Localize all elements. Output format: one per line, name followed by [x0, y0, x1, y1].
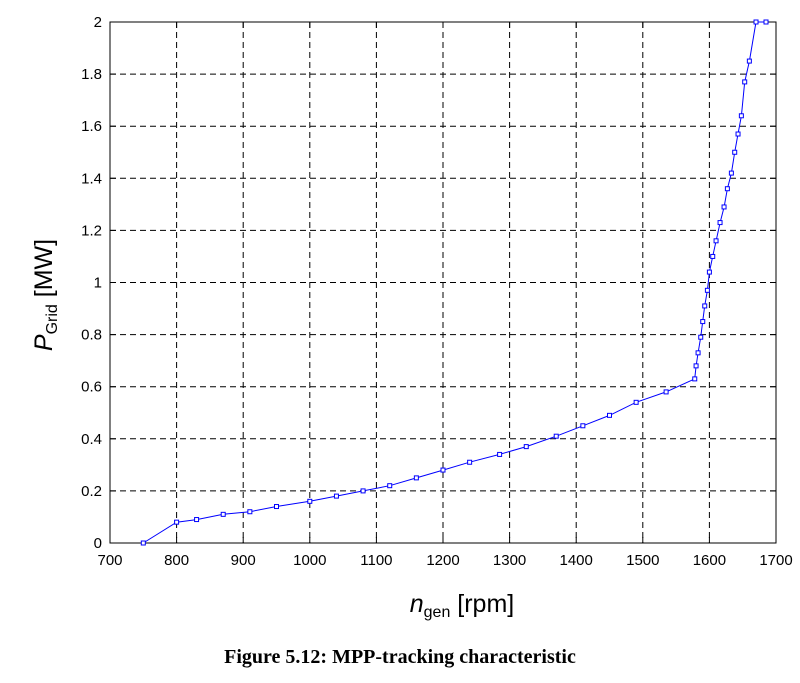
- y-axis-label-sub: Grid: [44, 304, 61, 334]
- x-axis-label-unit: [rpm]: [450, 590, 514, 618]
- x-tick-label: 800: [164, 552, 189, 569]
- data-point-marker: [763, 19, 769, 25]
- axis-ticks: [109, 21, 777, 544]
- data-point-marker: [704, 287, 710, 293]
- y-tick-label: 2: [94, 14, 102, 31]
- y-tick-labels: 0 0.2 0.4 0.6 0.8 1 1.2 1.4 1.6 1.8 2: [81, 14, 102, 552]
- data-point-marker: [700, 319, 706, 325]
- y-tick-label: 0.2: [81, 483, 102, 500]
- x-tick-label: 900: [231, 552, 256, 569]
- data-point-marker: [174, 519, 180, 525]
- data-point-marker: [735, 131, 741, 137]
- data-point-marker: [580, 423, 586, 429]
- y-tick-label: 1.8: [81, 66, 102, 83]
- data-point-marker: [742, 79, 748, 85]
- mpp-tracking-chart: 700 800 900 1000 1100 1200 1300 1400 1500 1600 170…: [30, 14, 793, 621]
- x-tick-label: 1200: [426, 552, 459, 569]
- data-point-marker: [467, 459, 473, 465]
- data-point-marker: [710, 253, 716, 259]
- x-tick-label: 1100: [360, 552, 392, 569]
- data-point-marker: [247, 509, 253, 515]
- data-point-marker: [692, 376, 698, 382]
- data-point-marker: [706, 269, 712, 275]
- data-point-marker: [307, 498, 313, 504]
- x-tick-label: 1400: [560, 552, 593, 569]
- y-axis-label-main: P: [30, 334, 58, 351]
- x-axis-label-main: n: [410, 590, 424, 618]
- data-point-marker: [738, 113, 744, 119]
- data-point-marker: [721, 204, 727, 210]
- data-point-marker: [695, 350, 701, 356]
- data-point-marker: [440, 467, 446, 473]
- x-tick-label: 1700: [759, 552, 792, 569]
- data-point-marker: [732, 149, 738, 155]
- data-point-marker: [497, 451, 503, 457]
- y-tick-label: 0.4: [81, 431, 102, 448]
- y-axis-label: PGrid [MW]: [30, 239, 61, 351]
- data-point-marker: [753, 19, 759, 25]
- data-point-marker: [724, 186, 730, 192]
- data-point-marker: [333, 493, 339, 499]
- data-point-marker: [360, 488, 366, 494]
- y-tick-label: 1.2: [81, 222, 102, 239]
- x-tick-labels: 700 800 900 1000 1100 1200 1300 1400 1500 1600 170…: [97, 552, 792, 569]
- data-point-marker: [663, 389, 669, 395]
- data-point-marker: [607, 412, 612, 418]
- data-point-marker: [387, 483, 393, 489]
- x-tick-label: 1300: [493, 552, 526, 569]
- data-point-marker: [413, 475, 419, 481]
- y-tick-label: 1.6: [81, 118, 102, 135]
- y-tick-label: 1: [94, 275, 102, 292]
- y-tick-label: 1.4: [81, 170, 102, 187]
- data-point-marker: [194, 517, 200, 523]
- x-tick-label: 1000: [293, 552, 326, 569]
- y-tick-label: 0.8: [81, 327, 102, 344]
- data-point-marker: [220, 511, 226, 517]
- y-tick-label: 0: [94, 535, 102, 552]
- y-axis-label-unit: [MW]: [30, 239, 58, 304]
- data-point-marker: [746, 58, 752, 64]
- data-point-marker: [140, 540, 146, 546]
- series-markers: [140, 19, 769, 546]
- data-point-marker: [693, 363, 699, 369]
- data-point-marker: [523, 444, 529, 450]
- x-tick-label: 1600: [693, 552, 726, 569]
- data-point-marker: [728, 170, 734, 176]
- data-point-marker: [717, 220, 723, 226]
- data-point-marker: [274, 504, 279, 510]
- data-point-marker: [702, 303, 708, 309]
- data-point-marker: [633, 399, 639, 405]
- x-axis-label: ngen [rpm]: [410, 590, 515, 621]
- figure-caption: Figure 5.12: MPP-tracking characteristic: [224, 646, 576, 668]
- grid-lines: [110, 22, 776, 543]
- data-point-marker: [553, 433, 559, 439]
- x-axis-label-sub: gen: [424, 604, 451, 621]
- y-tick-label: 0.6: [81, 379, 102, 396]
- data-point-marker: [713, 238, 719, 244]
- x-tick-label: 1500: [626, 552, 659, 569]
- data-point-marker: [698, 334, 704, 340]
- x-tick-label: 700: [97, 552, 122, 569]
